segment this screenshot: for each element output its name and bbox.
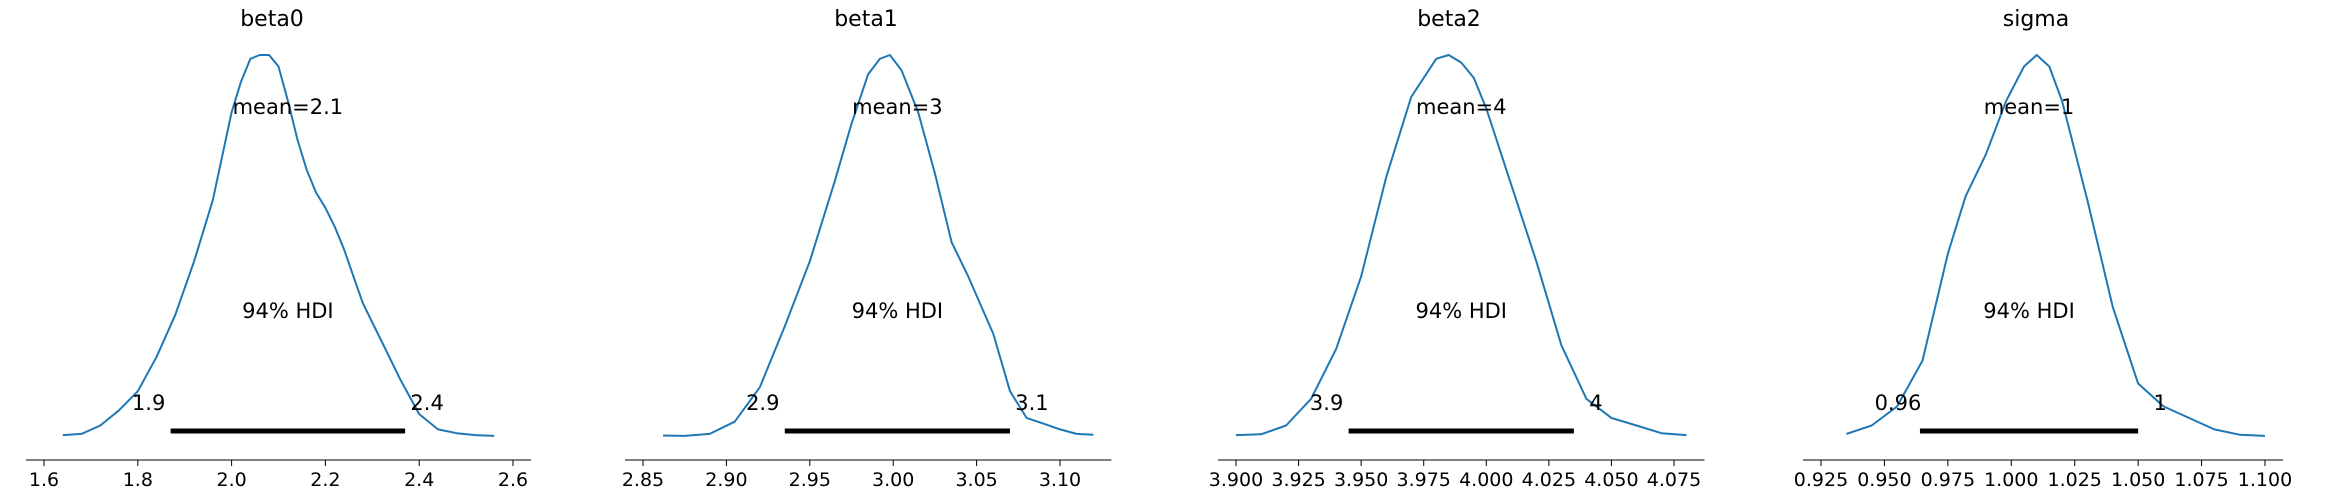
hdi-label: 94% HDI — [1983, 299, 2075, 323]
x-tick-label: 1.025 — [2048, 469, 2102, 491]
hdi-label: 94% HDI — [242, 299, 334, 323]
posterior-panel-beta1: beta1 2.85 2.90 2.95 3.00 3.05 3.10 mean=3 94% H… — [622, 7, 1112, 491]
x-tick-label: 4.025 — [1522, 469, 1576, 491]
x-tick-label: 1.000 — [1984, 469, 2038, 491]
hdi-label: 94% HDI — [852, 299, 944, 323]
x-tick-label: 2.6 — [498, 469, 528, 491]
x-tick-label: 3.950 — [1334, 469, 1388, 491]
hdi-low-label: 3.9 — [1310, 391, 1343, 415]
x-tick-label: 1.6 — [29, 469, 59, 491]
posterior-panel-beta0: beta0 1.6 1.8 2.0 2.2 2.4 2.6 mean=2.1 94% HDI 1.… — [26, 7, 531, 491]
panel-title: beta0 — [240, 7, 304, 32]
density-curve — [662, 54, 1094, 437]
density-curve — [1235, 54, 1687, 437]
x-tick-label: 2.95 — [789, 469, 831, 491]
posterior-panel-beta2: beta2 3.900 3.925 3.950 3.975 4.000 4.025 4.050… — [1209, 7, 1705, 491]
x-tick-label: 2.0 — [216, 469, 246, 491]
x-tick-label: 1.8 — [123, 469, 153, 491]
mean-label: mean=2.1 — [233, 95, 344, 119]
hdi-high-label: 3.1 — [1015, 391, 1048, 415]
density-curve — [1846, 54, 2266, 437]
x-tick-label: 0.950 — [1857, 469, 1911, 491]
x-tick-label: 3.10 — [1039, 469, 1081, 491]
x-tick-label: 0.975 — [1921, 469, 1975, 491]
x-tick-label: 4.000 — [1459, 469, 1513, 491]
x-tick-label: 4.075 — [1647, 469, 1701, 491]
mean-label: mean=4 — [1416, 95, 1507, 119]
posterior-panel-sigma: sigma 0.925 0.950 0.975 1.000 1.025 1.050 1.075… — [1794, 7, 2292, 491]
x-tick-label: 3.925 — [1271, 469, 1325, 491]
hdi-label: 94% HDI — [1415, 299, 1507, 323]
x-tick-label: 1.075 — [2174, 469, 2228, 491]
hdi-low-label: 2.9 — [746, 391, 779, 415]
hdi-high-label: 4 — [1589, 391, 1602, 415]
x-tick-label: 3.900 — [1209, 469, 1263, 491]
x-tick-label: 2.4 — [404, 469, 434, 491]
panel-title: beta1 — [834, 7, 898, 32]
x-tick-label: 3.05 — [955, 469, 997, 491]
x-tick-label: 2.2 — [310, 469, 340, 491]
x-tick-label: 2.85 — [622, 469, 664, 491]
hdi-high-label: 2.4 — [410, 391, 443, 415]
density-curve — [62, 54, 495, 437]
x-tick-label: 1.100 — [2238, 469, 2292, 491]
hdi-low-label: 1.9 — [132, 391, 165, 415]
panel-title: sigma — [2003, 7, 2069, 32]
hdi-low-label: 0.96 — [1875, 391, 1922, 415]
mean-label: mean=1 — [1984, 95, 2075, 119]
mean-label: mean=3 — [852, 95, 943, 119]
x-tick-label: 3.00 — [872, 469, 914, 491]
panel-title: beta2 — [1417, 7, 1481, 32]
x-tick-label: 3.975 — [1397, 469, 1451, 491]
x-tick-label: 4.050 — [1584, 469, 1638, 491]
hdi-high-label: 1 — [2153, 391, 2166, 415]
x-tick-label: 1.050 — [2111, 469, 2165, 491]
x-tick-label: 2.90 — [705, 469, 747, 491]
x-tick-label: 0.925 — [1794, 469, 1848, 491]
